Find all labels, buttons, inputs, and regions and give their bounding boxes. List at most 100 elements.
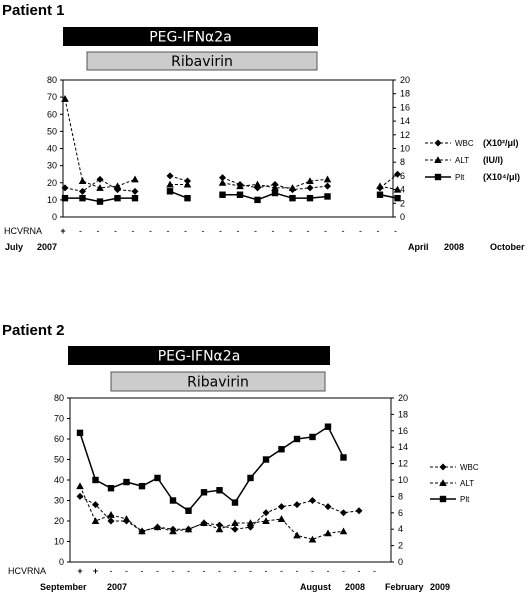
y-right-tick-label: 12 <box>400 130 410 140</box>
hcvrna-mark: - <box>237 226 240 236</box>
data-point-plt <box>278 446 285 453</box>
series-line <box>379 173 398 189</box>
y-left-tick-label: 40 <box>54 475 64 485</box>
data-point-alt <box>376 182 384 190</box>
hcvrna-mark: - <box>110 566 113 576</box>
legend-label: WBC <box>460 463 479 472</box>
data-point-alt <box>166 180 174 188</box>
legend-marker <box>434 156 442 163</box>
data-point-plt <box>169 497 177 504</box>
data-point-plt <box>231 499 239 506</box>
y-right-tick-label: 2 <box>398 541 403 551</box>
data-point-alt <box>107 511 115 518</box>
y-right-tick-label: 20 <box>398 393 408 403</box>
hcvrna-mark: - <box>97 226 100 236</box>
legend-marker <box>434 139 442 147</box>
hcvrna-mark: - <box>359 226 362 236</box>
data-point-wbc <box>306 184 314 192</box>
legend-marker <box>439 495 447 503</box>
data-point-plt <box>293 435 301 443</box>
series-line <box>379 185 398 191</box>
y-left-tick-label: 10 <box>54 537 64 547</box>
y-left-tick-label: 80 <box>47 75 57 85</box>
panel-2: Patient 2PEG-IFNα2aRibavirin010203040506… <box>2 322 479 592</box>
hcvrna-label: HCVRNA <box>8 566 46 576</box>
y-right-tick-label: 6 <box>400 171 405 181</box>
hcvrna-mark: - <box>342 566 345 576</box>
data-point-wbc <box>92 501 99 509</box>
hcvrna-mark: - <box>149 226 152 236</box>
data-point-plt <box>79 194 86 202</box>
y-left-tick-label: 20 <box>47 178 57 188</box>
y-left-tick-label: 40 <box>47 144 57 154</box>
date-label: April <box>408 242 429 252</box>
y-right-tick-label: 16 <box>400 102 410 112</box>
y-left-tick-label: 0 <box>59 557 64 567</box>
data-point-alt <box>293 531 301 539</box>
hcvrna-mark: - <box>280 566 283 576</box>
hcvrna-mark: - <box>327 566 330 576</box>
data-point-plt <box>138 482 146 490</box>
data-point-alt <box>253 180 262 188</box>
data-point-plt <box>123 478 130 486</box>
y-right-tick-label: 10 <box>398 475 408 485</box>
series-line <box>64 98 136 189</box>
panel-1: Patient 1PEG-IFNα2aRibavirin010203040506… <box>2 2 525 252</box>
data-point-alt <box>393 185 402 193</box>
data-point-wbc <box>219 174 226 182</box>
hcvrna-mark: - <box>311 566 314 576</box>
data-point-alt <box>231 519 239 527</box>
hcvrna-mark: - <box>167 226 170 236</box>
hcvrna-mark: - <box>265 566 268 576</box>
data-point-wbc <box>278 503 285 511</box>
y-right-tick-label: 20 <box>400 75 410 85</box>
hcvrna-mark: - <box>184 226 187 236</box>
data-point-plt <box>306 194 314 202</box>
data-point-alt <box>323 175 332 183</box>
y-left-tick-label: 30 <box>47 161 57 171</box>
data-point-alt <box>200 519 208 527</box>
y-left-tick-label: 60 <box>47 109 57 119</box>
data-point-plt <box>61 194 69 202</box>
series-wbc <box>61 170 401 195</box>
y-right-tick-label: 14 <box>400 116 410 126</box>
data-point-wbc <box>293 501 301 509</box>
data-point-plt <box>114 194 121 202</box>
data-point-alt <box>138 527 146 535</box>
data-point-wbc <box>231 525 239 533</box>
data-point-plt <box>185 507 192 514</box>
y-right-tick-label: 8 <box>398 491 403 501</box>
hcvrna-mark: - <box>307 226 310 236</box>
hcvrna-mark: - <box>377 226 380 236</box>
data-point-plt <box>184 194 191 202</box>
y-right-tick-label: 12 <box>398 459 408 469</box>
hcvrna-mark: - <box>249 566 252 576</box>
data-point-plt <box>340 454 347 461</box>
treatment-bar-ribavirin <box>86 51 318 71</box>
hcvrna-mark: - <box>172 566 175 576</box>
hcvrna-mark: - <box>272 226 275 236</box>
data-point-wbc <box>216 521 223 529</box>
legend-unit: (IU/l) <box>483 155 503 165</box>
series-plt <box>61 188 401 205</box>
legend-label: ALT <box>460 479 474 488</box>
hcvrna-mark: - <box>358 566 361 576</box>
data-point-plt <box>96 198 104 205</box>
y-right-tick-label: 14 <box>398 442 408 452</box>
treatment-bar-peg-ifn <box>68 346 330 365</box>
legend-item-alt: ALT (IU/l) <box>425 155 503 165</box>
hcvrna-mark: - <box>79 226 82 236</box>
data-point-alt <box>277 515 286 522</box>
legend-item-plt: Plt <box>430 495 470 504</box>
series-alt <box>61 95 402 193</box>
y-right-tick-label: 6 <box>398 508 403 518</box>
series-line <box>79 485 344 540</box>
data-point-alt <box>169 527 177 535</box>
series-line <box>169 175 188 182</box>
y-right-tick-label: 18 <box>400 89 410 99</box>
panel-title: Patient 1 <box>2 2 65 19</box>
hcvrna-mark: - <box>296 566 299 576</box>
hcvrna-mark: - <box>203 566 206 576</box>
legend-item-wbc: WBC (X10²/μl) <box>425 138 519 148</box>
date-label: 2009 <box>430 582 450 592</box>
